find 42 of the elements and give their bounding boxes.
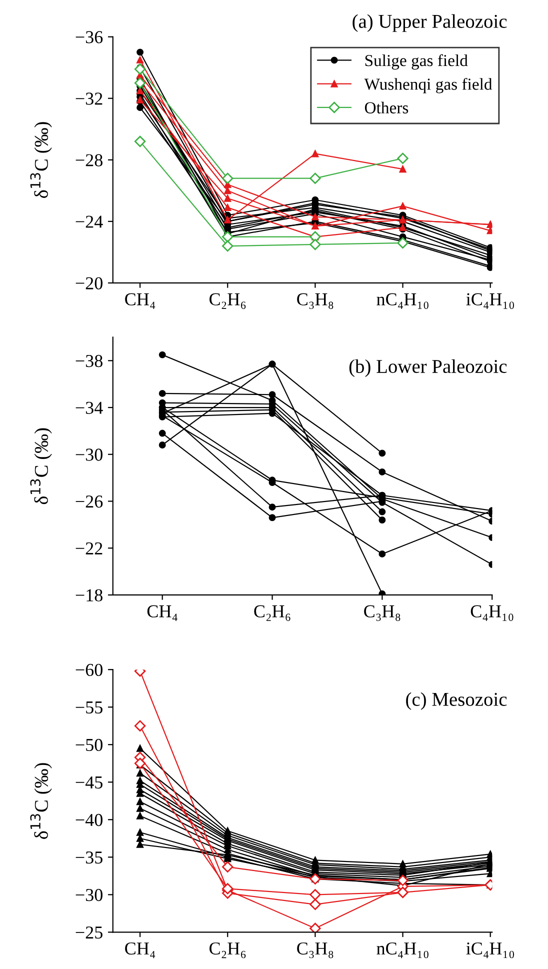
text: (b) Lower Paleozoic xyxy=(349,359,507,377)
x-tick-label: nC₄H₁₀ xyxy=(376,293,428,309)
legend-label: Wushenqi gas field xyxy=(364,78,492,94)
y-tick-label: −55 xyxy=(76,702,102,714)
x-tick-label: C₂H₆ xyxy=(210,293,246,309)
y-tick-label: −30 xyxy=(76,448,102,461)
y-tick-label: −34 xyxy=(76,402,103,414)
y-tick-label: −45 xyxy=(76,776,102,789)
y-tick-label: −50 xyxy=(76,738,102,752)
x-tick-label: C₂H₆ xyxy=(254,605,290,621)
x-tick-label: C₃H₈ xyxy=(297,942,334,958)
y-axis-title: δ$^{13}$C (‰) xyxy=(30,428,52,504)
y-axis-title: δ$^{13}$C (‰) xyxy=(30,122,52,198)
x-tick-label: CH₄ xyxy=(125,293,156,309)
y-tick-label: −35 xyxy=(76,851,102,864)
legend-label: Others xyxy=(364,102,408,114)
x-tick-label: CH₄ xyxy=(147,605,178,621)
y-tick-label: −24 xyxy=(76,216,103,228)
x-tick-label: iC₄H₁₀ xyxy=(466,942,514,958)
x-tick-label: C₄H₁₀ xyxy=(470,605,514,621)
text: (c) Mesozoic xyxy=(406,692,507,710)
x-tick-label: nC₄H₁₀ xyxy=(376,942,428,958)
y-tick-label: −18 xyxy=(76,589,102,602)
chart-title: (a) Upper Paleozoic xyxy=(352,14,507,32)
y-tick-label: −28 xyxy=(76,154,102,166)
x-tick-label: C₃H₈ xyxy=(364,605,400,621)
legend-label: Sulige gas field xyxy=(365,54,468,70)
y-tick-label: −22 xyxy=(76,542,102,554)
x-tick-label: CH₄ xyxy=(125,942,156,958)
y-tick-label: −25 xyxy=(76,926,102,939)
y-tick-label: −60 xyxy=(76,664,102,676)
x-tick-label: C₃H₈ xyxy=(297,293,334,309)
y-tick-label: −26 xyxy=(76,496,103,508)
y-tick-label: −30 xyxy=(76,888,102,902)
y-tick-label: −20 xyxy=(76,277,102,290)
y-tick-label: −32 xyxy=(76,92,102,105)
y-tick-label: −38 xyxy=(76,354,102,368)
y-axis-title: δ$^{13}$C (‰) xyxy=(30,763,52,839)
x-tick-label: iC₄H₁₀ xyxy=(466,293,514,309)
x-tick-label: C₂H₆ xyxy=(210,942,246,958)
y-tick-label: −36 xyxy=(76,31,103,44)
y-tick-label: −40 xyxy=(76,814,102,826)
